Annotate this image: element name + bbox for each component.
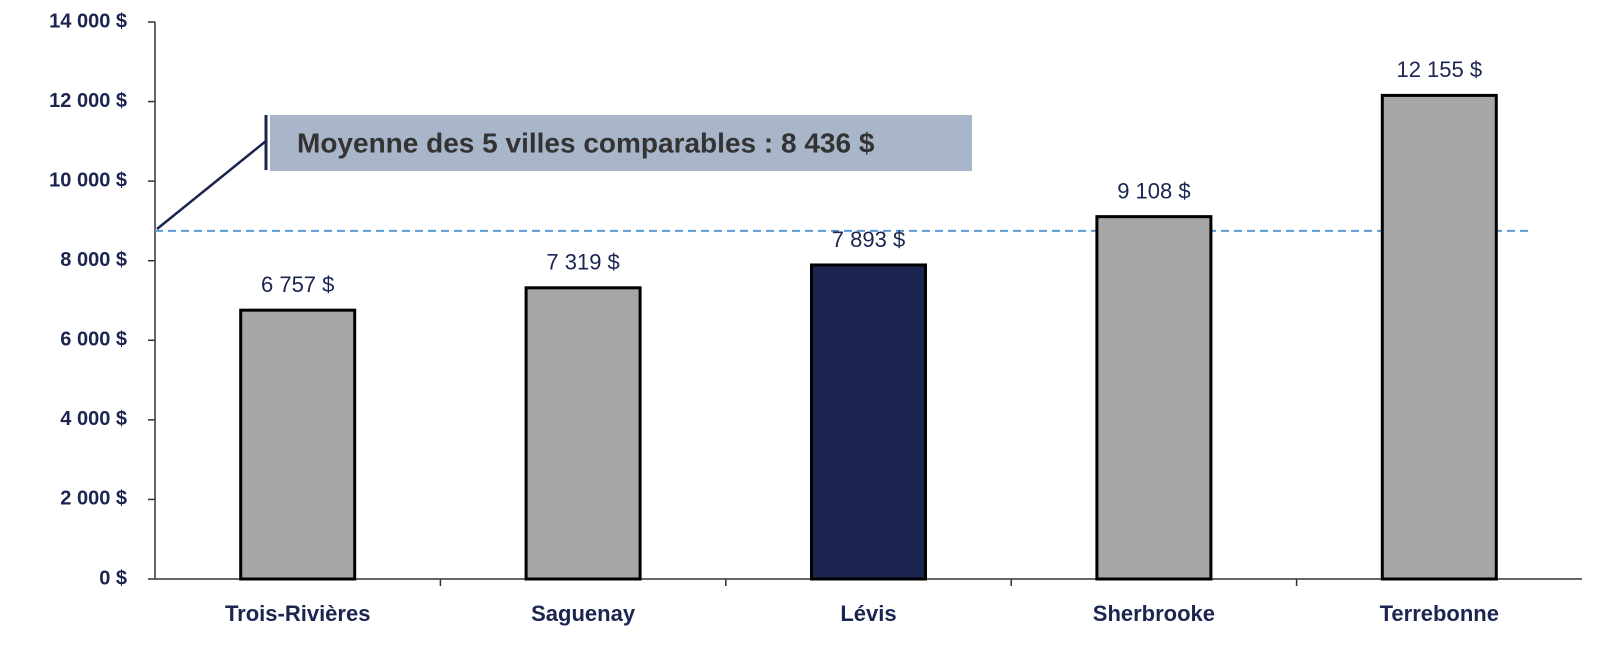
- x-tick-label: Sherbrooke: [1093, 601, 1215, 626]
- annotation-text: Moyenne des 5 villes comparables : 8 436…: [297, 127, 875, 158]
- value-label: 12 155 $: [1396, 57, 1482, 82]
- x-tick-label: Terrebonne: [1380, 601, 1499, 626]
- x-tick-label: Saguenay: [531, 601, 636, 626]
- y-tick-label: 0 $: [99, 567, 127, 589]
- y-tick-label: 6 000 $: [60, 329, 127, 351]
- y-tick-label: 12 000 $: [49, 90, 127, 112]
- bar: [1095, 215, 1213, 581]
- bar: [524, 286, 642, 581]
- x-tick-label: Lévis: [840, 601, 896, 626]
- bar: [1380, 93, 1498, 581]
- value-label: 7 893 $: [832, 227, 905, 252]
- value-label: 6 757 $: [261, 272, 334, 297]
- y-tick-label: 4 000 $: [60, 408, 127, 430]
- y-tick-label: 2 000 $: [60, 488, 127, 510]
- annotation-leader: [156, 140, 267, 230]
- y-tick-label: 10 000 $: [49, 169, 127, 191]
- y-tick-label: 14 000 $: [49, 10, 127, 32]
- y-tick-label: 8 000 $: [60, 249, 127, 271]
- value-label: 9 108 $: [1117, 178, 1190, 203]
- value-label: 7 319 $: [546, 250, 619, 275]
- x-tick-label: Trois-Rivières: [225, 601, 371, 626]
- bar: [239, 308, 357, 581]
- bar: [810, 263, 927, 581]
- annotation-box: [270, 115, 972, 171]
